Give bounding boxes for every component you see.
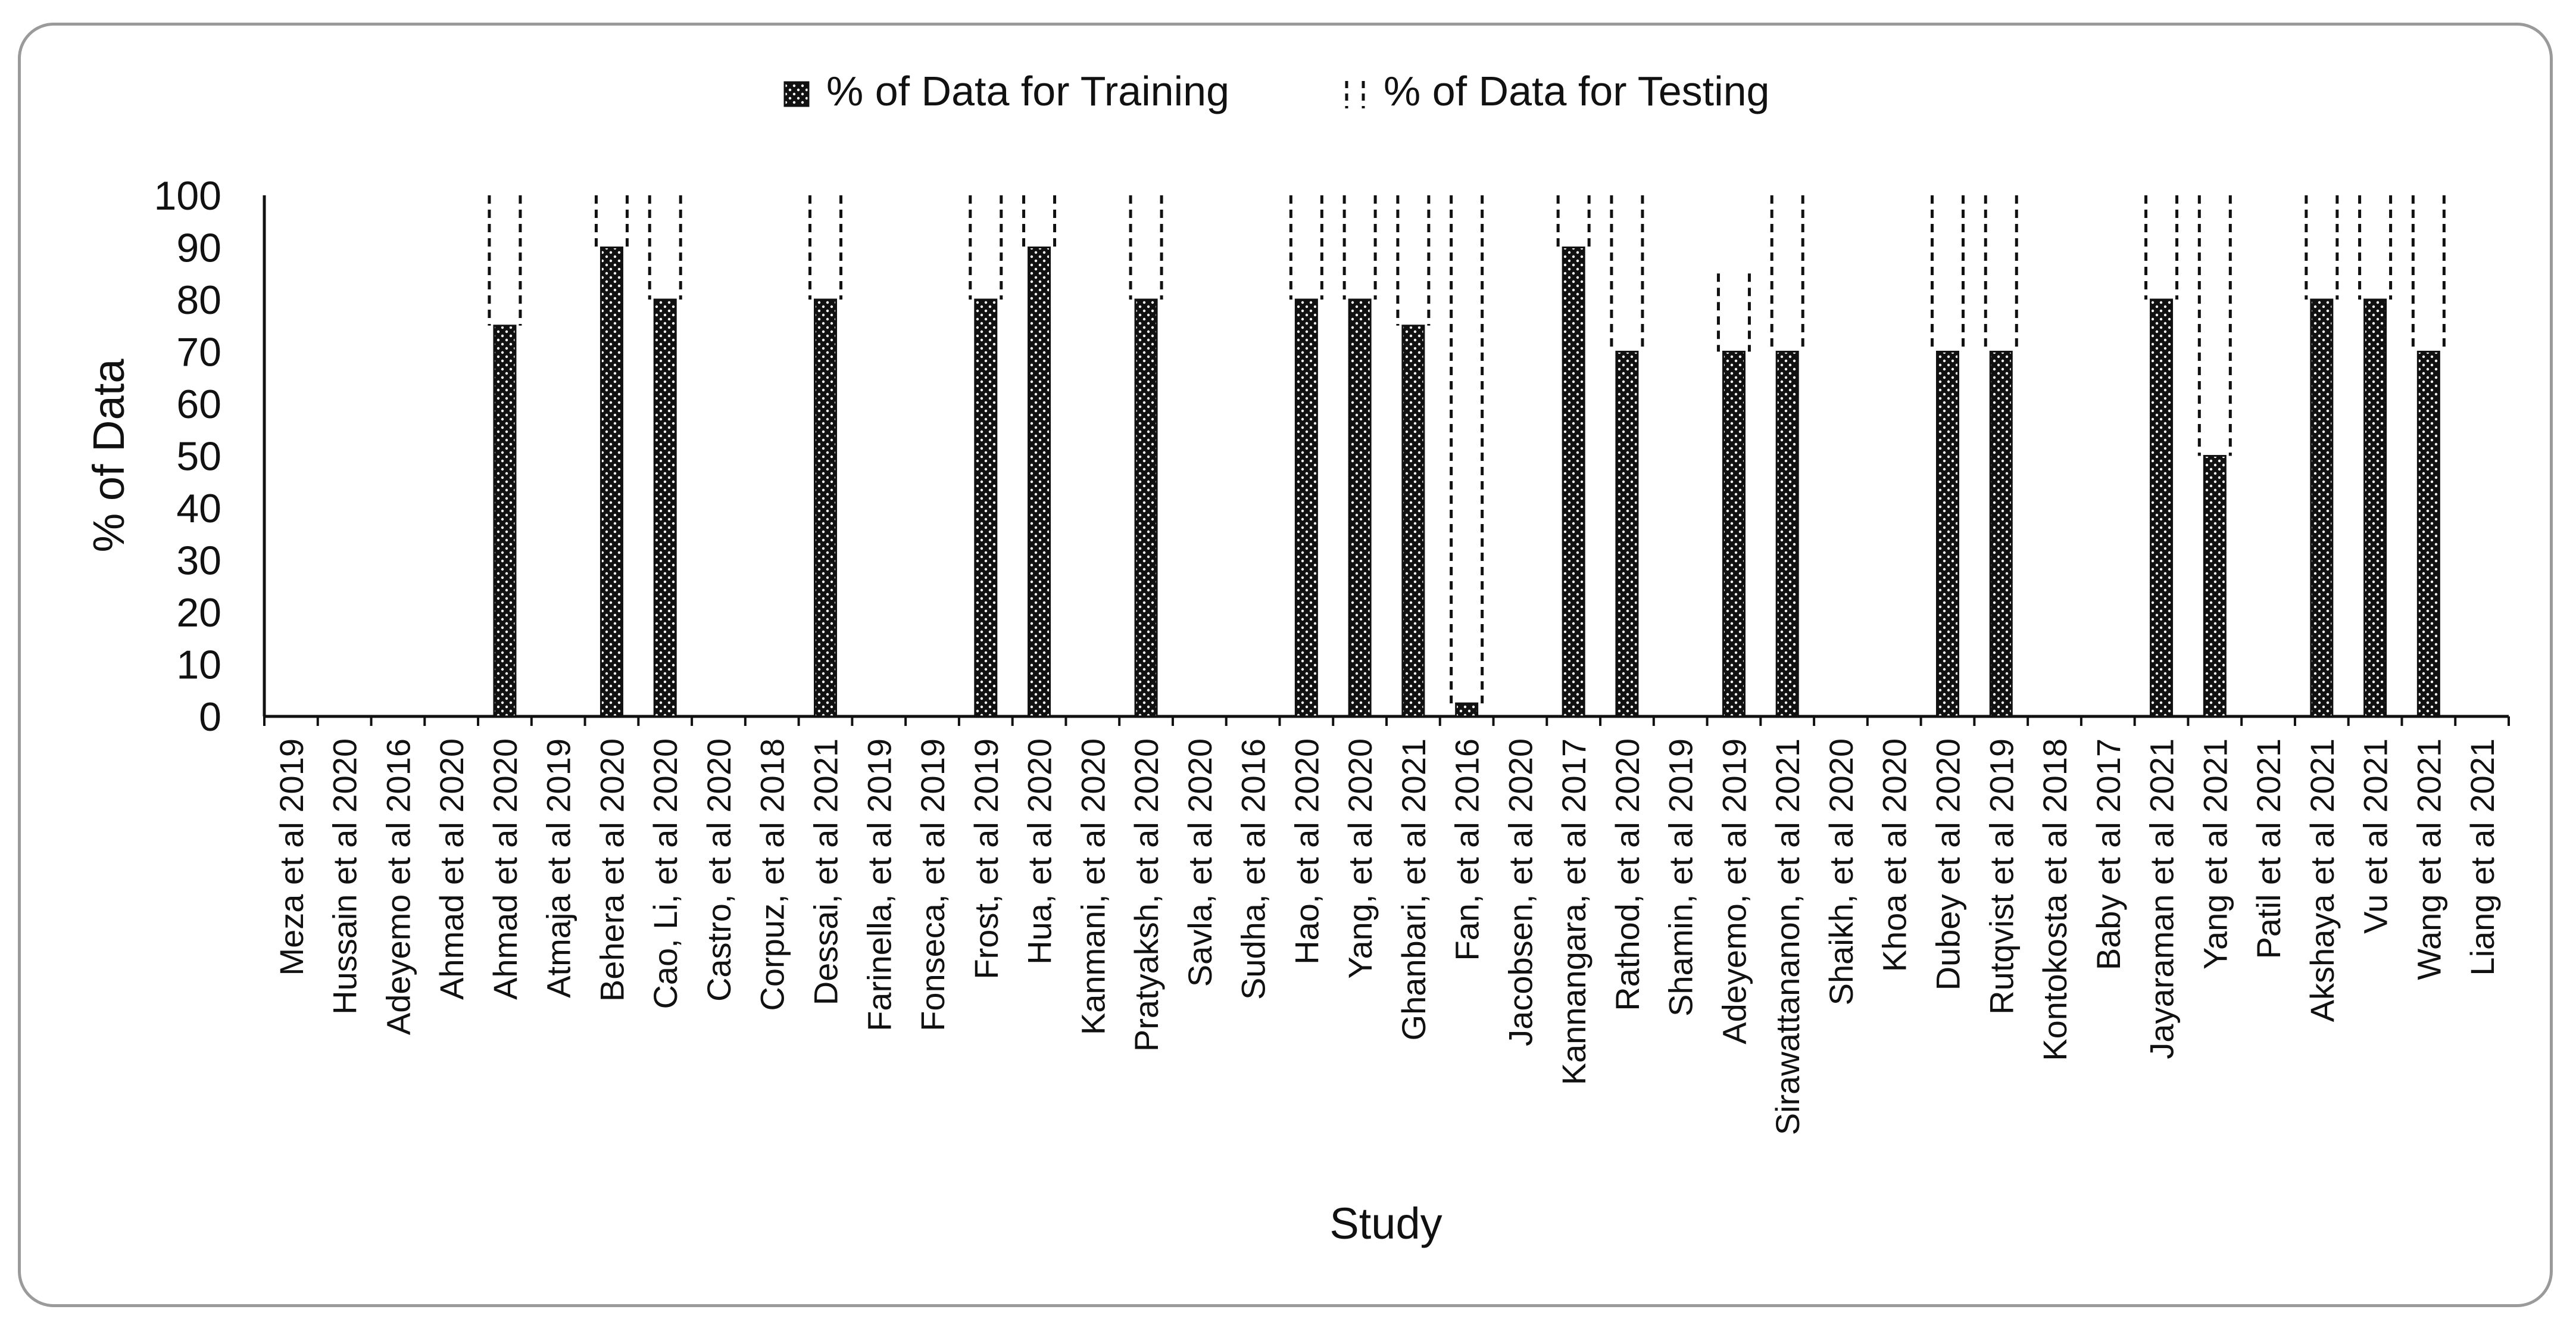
- training-bar: [974, 298, 998, 718]
- training-bar: [1775, 351, 1799, 718]
- x-tick-label: Atmaja et al 2019: [540, 738, 577, 998]
- training-bar: [1989, 351, 2013, 718]
- x-tick-label: Dubey et al 2020: [1929, 738, 1967, 990]
- x-tick-label: Vu et al 2021: [2357, 738, 2394, 934]
- x-tick-label: Fonseca, et al 2019: [914, 738, 951, 1031]
- x-tick-label: Rutqvist et al 2019: [1982, 738, 2020, 1015]
- x-tick-label: Savla, et al 2020: [1181, 738, 1219, 987]
- x-tick-label: Baby et al 2017: [2090, 738, 2127, 970]
- training-bar: [1615, 351, 1639, 718]
- training-bar: [1722, 351, 1746, 718]
- x-tick-label: Dessai, et al 2021: [807, 738, 845, 1005]
- y-axis-label: % of Data: [84, 358, 133, 553]
- x-tick-label: Ahmad et al 2020: [433, 738, 470, 1000]
- training-bar: [1348, 298, 1372, 718]
- y-tick-label: 30: [176, 538, 221, 584]
- x-tick-label: Yang, et al 2020: [1341, 738, 1379, 979]
- training-bar: [2150, 298, 2174, 718]
- training-bar: [1936, 351, 1959, 718]
- x-tick-label: Yang et al 2021: [2196, 738, 2234, 969]
- training-bar: [599, 247, 623, 718]
- legend: % of Data for Training % of Data for Tes…: [783, 68, 1770, 114]
- x-tick-label: Liang et al 2021: [2463, 738, 2501, 976]
- x-tick-label: Khoa et al 2020: [1876, 738, 1913, 972]
- y-tick-labels: 0 10 20 30 40 50 60 70 80 90 100: [154, 173, 221, 740]
- x-tick-label: Frost, et al 2019: [967, 738, 1005, 980]
- x-tick-label: Patil et al 2021: [2250, 738, 2287, 959]
- y-tick-label: 60: [176, 382, 221, 427]
- x-axis-label: Study: [1329, 1199, 1442, 1248]
- training-bar: [2310, 298, 2334, 718]
- x-tick-label: Castro, et al 2020: [700, 738, 738, 1002]
- y-tick-label: 90: [176, 226, 221, 271]
- y-tick-label: 20: [176, 590, 221, 635]
- x-tick-label: Jayaraman et al 2021: [2143, 738, 2181, 1059]
- legend-training-swatch: [783, 81, 810, 107]
- legend-testing-label: % of Data for Testing: [1384, 68, 1770, 114]
- training-bar: [1028, 247, 1051, 718]
- x-tick-label: Wang et al 2021: [2410, 738, 2447, 980]
- x-tick-label: Kannangara, et al 2017: [1555, 738, 1593, 1085]
- x-tick-label: Jacobsen, et al 2020: [1501, 738, 1539, 1046]
- x-tick-label: Rathod, et al 2020: [1609, 738, 1646, 1011]
- x-tick-label: Adeyemo et al 2016: [379, 738, 417, 1035]
- bars: [488, 195, 2446, 718]
- y-tick-label: 70: [176, 330, 221, 375]
- training-bar: [814, 298, 837, 718]
- x-tick-label: Hua, et al 2020: [1021, 738, 1058, 965]
- y-tick-label: 0: [199, 694, 221, 740]
- y-tick-label: 10: [176, 643, 221, 688]
- x-tick-label: Hussain et al 2020: [326, 738, 364, 1015]
- y-tick-label: 80: [176, 278, 221, 323]
- y-tick-label: 50: [176, 434, 221, 479]
- x-tick-label: Fan, et al 2016: [1448, 738, 1486, 961]
- x-tick-label: Kanmani, et al 2020: [1074, 738, 1111, 1035]
- training-bar: [493, 325, 517, 718]
- x-tick-label: Akshaya et al 2021: [2303, 738, 2341, 1022]
- x-tick-label: Ghanbari, et al 2021: [1395, 738, 1432, 1040]
- x-tick-labels: Meza et al 2019 Hussain et al 2020 Adeyemo…: [273, 738, 2501, 1135]
- training-bar: [2363, 298, 2387, 718]
- training-bar: [2203, 455, 2227, 718]
- x-tick-marks: [263, 716, 2510, 726]
- x-tick-label: Kontokosta et al 2018: [2036, 738, 2074, 1061]
- x-tick-label: Corpuz, et al 2018: [754, 738, 791, 1011]
- training-bar: [653, 298, 677, 718]
- x-tick-label: Behera et al 2020: [593, 738, 630, 1002]
- training-bar: [1562, 247, 1585, 718]
- training-bar: [1401, 325, 1425, 718]
- legend-training-label: % of Data for Training: [826, 68, 1229, 114]
- x-tick-label: Ahmad et al 2020: [486, 738, 524, 1000]
- x-tick-label: Sirawattananon, et al 2021: [1769, 738, 1806, 1135]
- y-tick-label: 40: [176, 486, 221, 531]
- x-tick-label: Pratyaksh, et al 2020: [1128, 738, 1165, 1052]
- x-tick-label: Meza et al 2019: [273, 738, 310, 975]
- x-tick-label: Farinella, et al 2019: [860, 738, 898, 1031]
- training-bar: [1455, 702, 1479, 718]
- training-bar: [1134, 298, 1158, 718]
- x-tick-label: Shaikh, et al 2020: [1822, 738, 1860, 1005]
- x-tick-label: Adeyemo, et al 2019: [1715, 738, 1753, 1045]
- x-tick-label: Sudha, et al 2016: [1235, 738, 1272, 1000]
- y-tick-label: 100: [154, 173, 221, 219]
- x-tick-label: Cao, Li, et al 2020: [647, 738, 684, 1009]
- chart-frame: [18, 23, 2553, 1307]
- x-tick-label: Hao, et al 2020: [1288, 738, 1325, 965]
- x-tick-label: Shamin, et al 2019: [1662, 738, 1700, 1017]
- training-bar: [2416, 351, 2440, 718]
- training-bar: [1294, 298, 1318, 718]
